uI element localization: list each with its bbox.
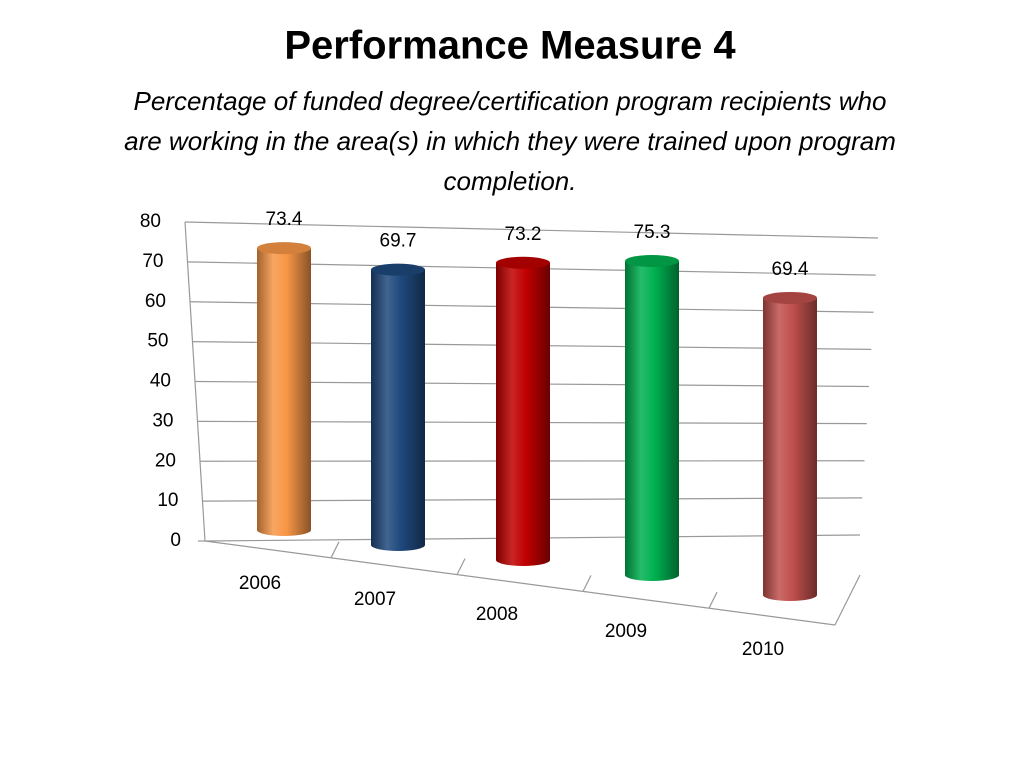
data-label: 69.4 [772,259,809,280]
data-label: 75.3 [634,222,671,243]
x-tick-label: 2009 [605,621,647,642]
chart-title: Performance Measure 4 [284,24,736,68]
grid-line [184,221,879,239]
category-divider [330,541,340,559]
cylinder-body [763,297,817,601]
cylinder-top [496,256,550,269]
y-tick-label: 10 [157,490,178,511]
cylinder-body [496,262,550,566]
x-tick-label: 2010 [742,639,784,660]
floor-edge [204,540,836,626]
cylinder-body [371,269,425,551]
x-tick-label: 2006 [239,573,281,594]
y-tick-label: 40 [150,371,171,392]
x-tick-label: 2007 [354,589,396,610]
floor-edge [834,574,861,626]
y-tick-label: 60 [145,291,166,312]
cylinder-top [257,242,311,255]
category-divider [582,575,592,592]
y-tick-label: 30 [152,410,173,431]
data-label: 73.2 [505,224,542,245]
y-tick-label: 70 [142,251,163,272]
cylinder-body [625,260,679,581]
category-divider [456,558,466,575]
chart-subtitle: completion. [444,166,577,196]
cylinder-body [257,248,311,537]
chart-subtitle: are working in the area(s) in which they… [124,126,896,156]
data-label: 73.4 [266,209,303,230]
y-tick-label: 80 [140,211,161,232]
cylinder-top [371,263,425,276]
y-tick-label: 20 [155,450,176,471]
x-tick-label: 2008 [476,604,518,625]
y-tick-label: 50 [147,331,168,352]
chart-subtitle: Percentage of funded degree/certificatio… [134,86,887,116]
cylinder-top [763,291,817,304]
data-label: 69.7 [380,231,417,252]
y-tick-label: 0 [170,530,181,551]
cylinder-top [625,254,679,267]
category-divider [708,591,718,609]
